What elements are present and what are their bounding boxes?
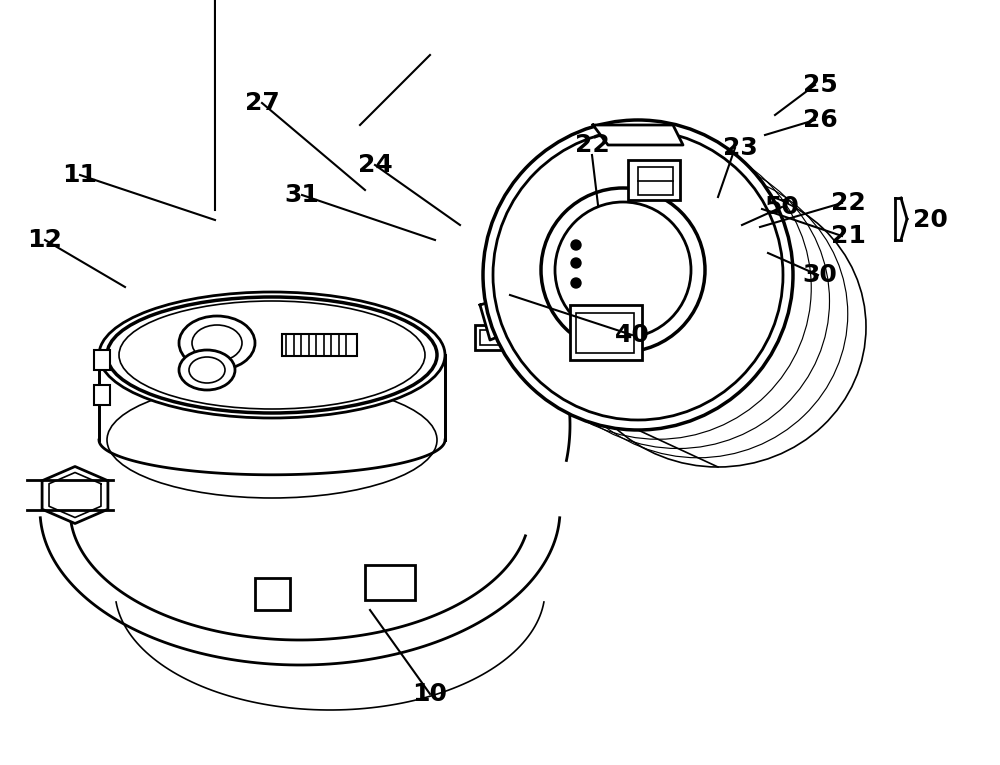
Circle shape [571,240,581,250]
Text: 22: 22 [831,191,865,215]
Ellipse shape [570,187,866,467]
FancyBboxPatch shape [365,565,415,600]
Text: 50: 50 [765,195,799,219]
Text: 26: 26 [803,108,837,132]
Circle shape [571,258,581,268]
Ellipse shape [107,382,437,498]
Ellipse shape [541,188,705,352]
FancyBboxPatch shape [94,385,110,405]
FancyBboxPatch shape [255,578,290,610]
Ellipse shape [493,130,783,420]
Ellipse shape [179,350,235,390]
Ellipse shape [179,316,255,370]
FancyBboxPatch shape [282,334,357,356]
FancyBboxPatch shape [576,313,634,353]
Text: 22: 22 [575,133,609,157]
Text: 20: 20 [913,208,947,232]
Text: 10: 10 [413,682,448,706]
FancyBboxPatch shape [480,330,506,345]
Text: 11: 11 [62,163,98,187]
Text: 23: 23 [723,136,757,160]
Ellipse shape [555,202,691,338]
FancyBboxPatch shape [570,305,642,360]
Text: 31: 31 [285,183,319,207]
Ellipse shape [119,301,425,409]
Text: 25: 25 [803,73,837,97]
Polygon shape [593,125,683,145]
Text: 40: 40 [615,323,649,347]
Polygon shape [480,297,515,340]
Ellipse shape [192,325,242,361]
Text: 27: 27 [245,91,279,115]
Ellipse shape [99,292,445,418]
Text: 24: 24 [358,153,392,177]
FancyBboxPatch shape [638,167,673,195]
Ellipse shape [107,297,437,413]
Ellipse shape [483,120,793,430]
Ellipse shape [189,357,225,383]
FancyBboxPatch shape [745,200,787,265]
FancyBboxPatch shape [94,350,110,370]
FancyBboxPatch shape [628,160,680,200]
Polygon shape [42,467,108,523]
FancyBboxPatch shape [475,325,513,350]
Text: 30: 30 [803,263,837,287]
Text: 21: 21 [831,224,865,248]
Text: 12: 12 [28,228,62,252]
Circle shape [571,278,581,288]
